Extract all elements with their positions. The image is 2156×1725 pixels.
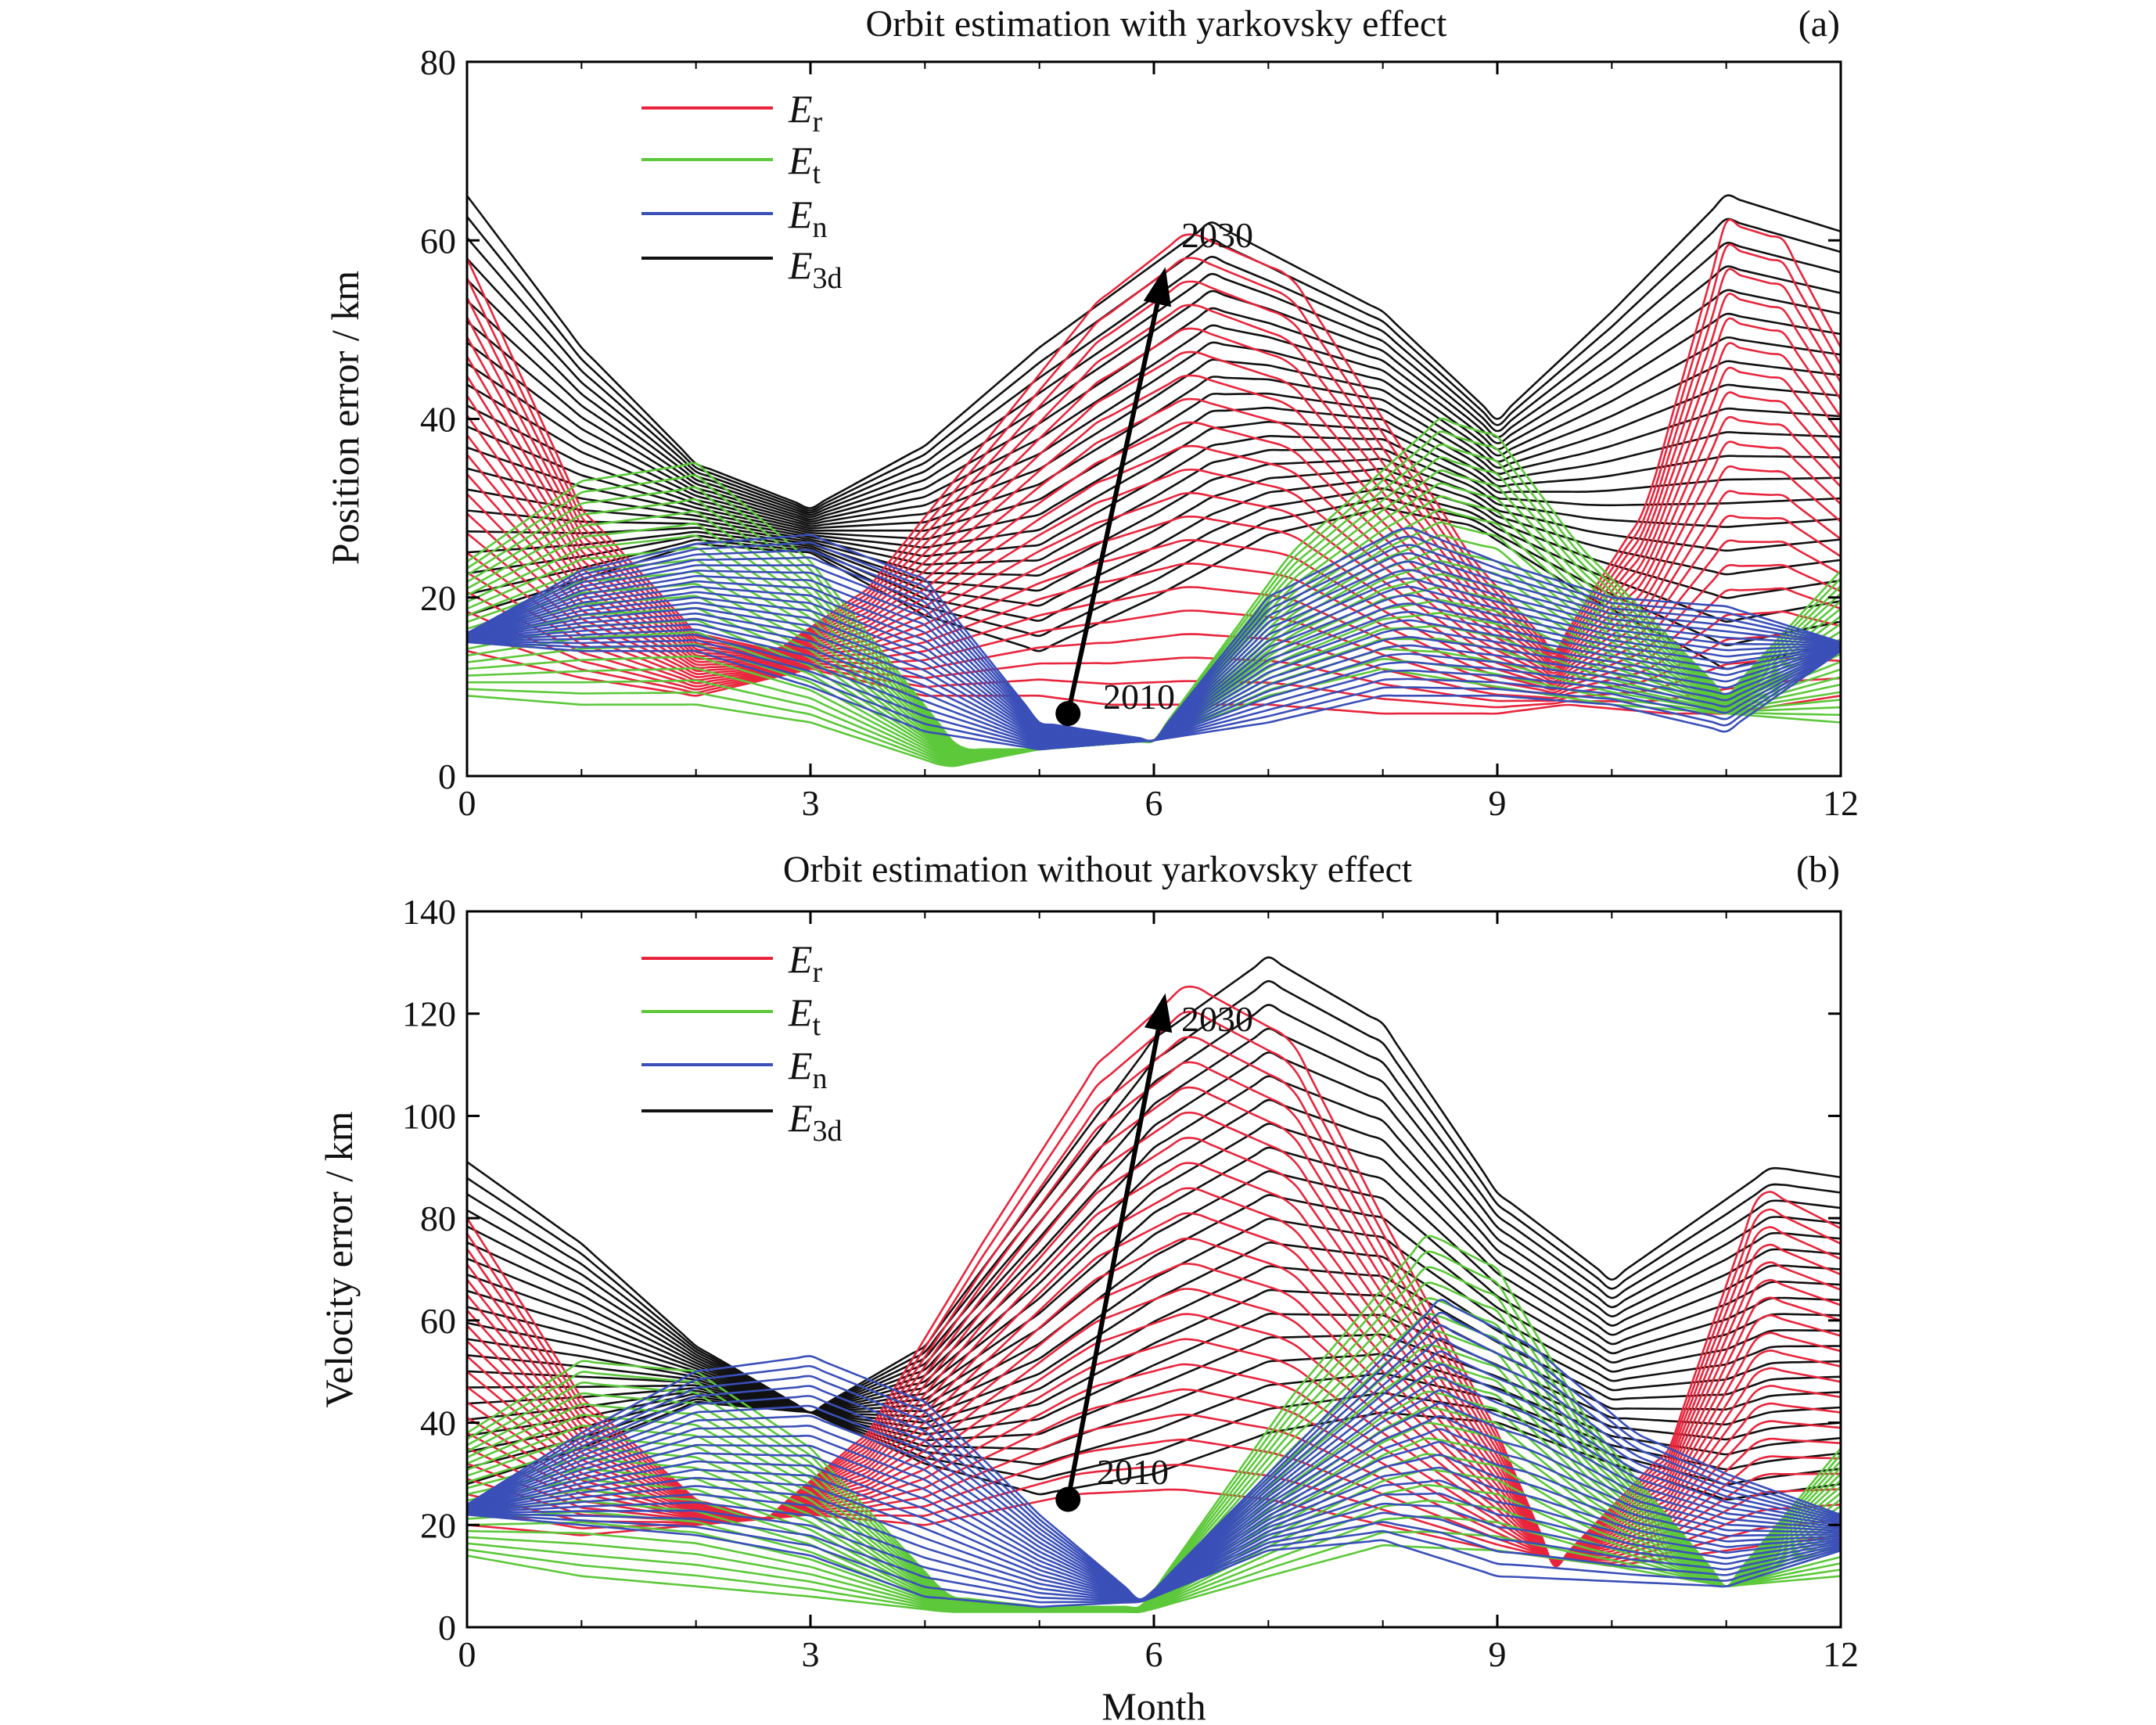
- panel-a-legend: Er Et En E3d: [641, 87, 843, 295]
- ytick-label-b-20: 20: [420, 1505, 456, 1545]
- panel-a-ticks: 0 3 6 9 12 0 20 40 60 80: [420, 42, 1859, 823]
- legend-b-label-e3d: E3d: [788, 1096, 843, 1148]
- curve-a-e3d-14: [467, 341, 1841, 525]
- curve-b-er-8: [467, 1313, 1841, 1562]
- curve-a-e3d-2: [467, 497, 1841, 647]
- curve-b-en-21: [467, 1299, 1841, 1601]
- ytick-label-b-100: 100: [402, 1096, 456, 1136]
- curve-a-e3d-13: [467, 358, 1841, 527]
- curve-b-e3d-16: [467, 1075, 1841, 1414]
- legend-a-label-et: Et: [788, 138, 821, 190]
- start-marker-b: [1055, 1486, 1081, 1512]
- curve-b-e3d-19: [467, 1004, 1841, 1414]
- curve-b-e3d-5: [467, 1333, 1841, 1442]
- curve-b-er-2: [467, 1463, 1841, 1565]
- legend-a-label-er: Er: [788, 87, 823, 138]
- legend-b-label-et: Et: [788, 990, 821, 1042]
- ytick-label-a-0: 0: [438, 756, 456, 796]
- curve-a-e3d-5: [467, 467, 1841, 592]
- panel-a-annotation: 2030 2010: [1055, 215, 1253, 727]
- panel-a-label-2010: 2010: [1103, 677, 1175, 717]
- curve-a-er-12: [467, 434, 1841, 677]
- curve-b-e3d-17: [467, 1051, 1841, 1414]
- curve-a-er-9: [467, 493, 1841, 685]
- panel-b: Orbit estimation without yarkovsky effec…: [317, 849, 1859, 1725]
- panel-b-label-2010: 2010: [1097, 1452, 1169, 1492]
- xtick-label-a-0: 0: [458, 783, 476, 823]
- curve-b-er-14: [467, 1162, 1841, 1565]
- ytick-label-a-60: 60: [420, 221, 456, 261]
- xtick-label-b-12: 12: [1823, 1634, 1859, 1674]
- ytick-label-b-140: 140: [402, 892, 456, 932]
- panel-a-title: Orbit estimation with yarkovsky effect: [866, 3, 1448, 45]
- panel-b-annotation: 2030 2010: [1055, 993, 1253, 1512]
- curve-a-er-13: [467, 415, 1841, 674]
- xtick-label-b-3: 3: [802, 1634, 820, 1674]
- legend-b-label-en: En: [788, 1044, 828, 1095]
- panel-b-legend: Er Et En E3d: [641, 937, 843, 1148]
- ytick-label-b-40: 40: [420, 1403, 456, 1443]
- curve-a-e3d-17: [467, 279, 1841, 519]
- panel-b-label: (b): [1796, 849, 1840, 890]
- ytick-label-a-20: 20: [420, 578, 456, 618]
- x-axis-label: Month: [1101, 1684, 1206, 1725]
- xtick-label-b-6: 6: [1145, 1634, 1163, 1674]
- ytick-label-b-120: 120: [402, 994, 456, 1034]
- curve-a-er-7: [467, 532, 1841, 691]
- panel-a-label: (a): [1798, 3, 1840, 45]
- curve-a-e3d-11: [467, 392, 1841, 532]
- panel-b-plot-area: [467, 956, 1841, 1614]
- xtick-label-a-3: 3: [802, 783, 820, 823]
- curve-b-e3d-14: [467, 1123, 1841, 1414]
- ytick-label-b-80: 80: [420, 1199, 456, 1238]
- xtick-label-a-9: 9: [1489, 783, 1507, 823]
- panel-a-ylabel: Position error / km: [323, 271, 367, 565]
- panel-b-title: Orbit estimation without yarkovsky effec…: [783, 849, 1413, 890]
- trend-arrow-shaft-b: [1065, 1030, 1161, 1500]
- panel-a-plot-area: [467, 194, 1841, 767]
- curve-b-e3d-11: [467, 1194, 1841, 1414]
- trend-arrow-shaft-a: [1065, 303, 1160, 714]
- legend-a-label-e3d: E3d: [788, 243, 843, 295]
- trend-arrow-head-a: [1143, 267, 1171, 307]
- curve-b-e3d-15: [467, 1098, 1841, 1414]
- legend-a-label-en: En: [788, 192, 828, 244]
- panel-b-ylabel: Velocity error / km: [317, 1111, 361, 1407]
- ytick-label-b-60: 60: [420, 1301, 456, 1341]
- curve-a-e3d-7: [467, 447, 1841, 566]
- curve-a-er-20: [467, 243, 1841, 656]
- curve-a-er-1: [467, 649, 1841, 715]
- xtick-label-b-9: 9: [1489, 1634, 1507, 1674]
- panel-b-label-2030: 2030: [1181, 999, 1253, 1039]
- curve-b-e3d-7: [467, 1288, 1841, 1430]
- panel-a: Orbit estimation with yarkovsky effect (…: [323, 3, 1859, 823]
- curve-b-e3d-13: [467, 1146, 1841, 1414]
- ytick-label-a-40: 40: [420, 400, 456, 440]
- curve-b-e3d-10: [467, 1217, 1841, 1414]
- curve-a-e3d-10: [467, 406, 1841, 541]
- ytick-label-b-0: 0: [438, 1608, 456, 1648]
- legend-b-label-er: Er: [788, 937, 823, 989]
- xtick-label-b-0: 0: [458, 1634, 476, 1674]
- xtick-label-a-12: 12: [1823, 783, 1859, 823]
- start-marker-a: [1055, 701, 1081, 727]
- trend-arrow-head-b: [1144, 993, 1173, 1033]
- ytick-label-a-80: 80: [420, 42, 456, 82]
- curve-b-e3d-21: [467, 956, 1841, 1414]
- curve-b-e3d-18: [467, 1027, 1841, 1414]
- xtick-label-a-6: 6: [1145, 783, 1163, 823]
- panel-a-label-2030: 2030: [1181, 215, 1253, 255]
- curve-a-en-21: [467, 526, 1841, 742]
